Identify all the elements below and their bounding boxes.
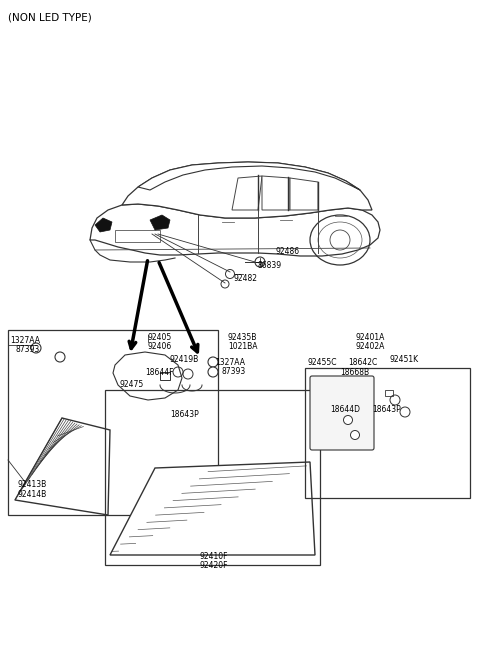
Circle shape [208,367,218,377]
Text: 92482: 92482 [234,274,258,283]
Polygon shape [290,178,318,210]
Bar [8,330,218,515]
Text: 18643P: 18643P [170,410,199,419]
Polygon shape [138,162,360,190]
Text: 18644D: 18644D [330,405,360,414]
Polygon shape [150,215,170,230]
Bar [115,230,160,242]
Bar [305,368,470,498]
Bar [105,390,320,565]
Text: (NON LED TYPE): (NON LED TYPE) [8,12,92,22]
Polygon shape [232,176,262,210]
Circle shape [350,430,360,440]
Circle shape [208,357,218,367]
Text: 18642C: 18642C [348,358,377,367]
Circle shape [221,280,229,288]
Text: 92406: 92406 [148,342,172,351]
Text: 92435B: 92435B [228,333,257,342]
Circle shape [55,352,65,362]
Text: 92401A: 92401A [355,333,384,342]
Text: 18668B: 18668B [340,368,369,377]
Bar [160,372,170,380]
Polygon shape [110,462,315,555]
Text: 92455C: 92455C [308,358,337,367]
Text: 18643P: 18643P [372,405,401,414]
Polygon shape [95,218,112,232]
Text: 92420F: 92420F [200,561,228,570]
Text: 92419B: 92419B [170,355,199,364]
Text: 92451K: 92451K [390,355,419,364]
Circle shape [344,415,352,424]
Text: 92410F: 92410F [200,552,228,561]
Text: 87393: 87393 [222,367,246,376]
Polygon shape [262,176,290,210]
FancyBboxPatch shape [310,376,374,450]
Text: 1021BA: 1021BA [228,342,257,351]
Text: 92475: 92475 [120,380,144,389]
Text: 92486: 92486 [276,247,300,256]
Polygon shape [122,162,372,218]
Text: 92402A: 92402A [355,342,384,351]
Text: 92413B: 92413B [18,480,47,489]
Bar [385,390,393,396]
Text: 87393: 87393 [15,345,39,354]
Circle shape [330,230,350,250]
Polygon shape [90,204,380,256]
Text: 92414B: 92414B [18,490,47,499]
Text: 1327AA: 1327AA [10,336,40,345]
Circle shape [226,270,235,279]
Circle shape [255,257,265,267]
Circle shape [31,343,41,353]
Text: 1327AA: 1327AA [215,358,245,367]
Text: 86839: 86839 [258,261,282,270]
Text: 92405: 92405 [148,333,172,342]
Polygon shape [15,418,110,515]
Text: 18644F: 18644F [145,368,173,377]
